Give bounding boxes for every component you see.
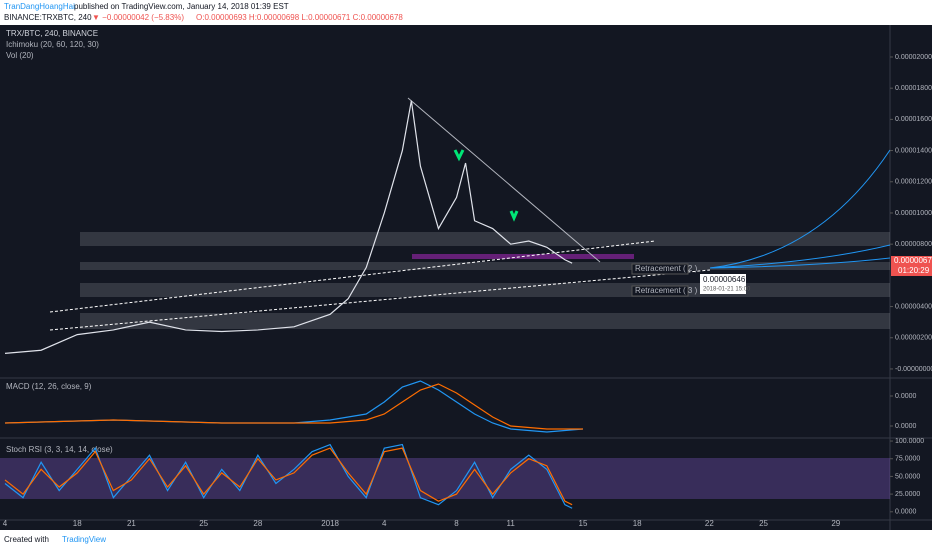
zone [80, 262, 890, 270]
y-tick-label: 0.0000 [895, 423, 917, 430]
pane-legend: TRX/BTC, 240, BINANCE [6, 29, 98, 38]
y-tick-label: 0.00001000 [895, 210, 932, 217]
x-tick-label: 29 [831, 519, 840, 528]
y-tick-label: 0.00000800 [895, 241, 932, 248]
zone [80, 313, 890, 329]
countdown: 01:20:29 [898, 266, 930, 275]
x-tick-label: 8 [454, 519, 459, 528]
published: published on TradingView.com, January 14… [74, 2, 289, 11]
fib-arc [709, 257, 891, 269]
tooltip [700, 274, 746, 294]
footer-created: Created with [4, 535, 49, 544]
x-tick-label: 25 [759, 519, 768, 528]
y-tick-label: 0.00000200 [895, 335, 932, 342]
y-tick-label: 0.00002000 [895, 54, 932, 61]
y-tick-label: 50.0000 [895, 473, 920, 480]
chart-bg [0, 25, 932, 530]
pane-legend: Ichimoku (20, 60, 120, 30) [6, 40, 99, 49]
fib-arc [709, 244, 891, 269]
zone [80, 232, 890, 246]
x-tick-label: 18 [73, 519, 82, 528]
symbol: BINANCE:TRXBTC, 240 [4, 13, 92, 22]
y-tick-label: 0.00000400 [895, 303, 932, 310]
retracement-label: Retracement ( 3 ) [635, 286, 698, 295]
y-tick-label: 0.0000 [895, 509, 917, 516]
ohlc: O:0.00000693 H:0.00000698 L:0.00000671 C… [196, 13, 403, 22]
trendline [407, 97, 601, 263]
last-price-box [891, 256, 932, 276]
x-tick-label: 28 [253, 519, 262, 528]
pane-legend: Vol (20) [6, 51, 34, 60]
y-tick-label: 0.00001800 [895, 85, 932, 92]
footer-brand[interactable]: TradingView [62, 535, 106, 544]
x-tick-label: 25 [199, 519, 208, 528]
trendline [49, 269, 711, 331]
tooltip-price: 0.00000646 [703, 275, 746, 284]
x-tick-label: 18 [633, 519, 642, 528]
y-tick-label: 0.00001400 [895, 147, 932, 154]
x-tick-label: 15 [579, 519, 588, 528]
author[interactable]: TranDangHoangHai [4, 2, 75, 11]
pane-legend: Stoch RSI (3, 3, 14, 14, close) [6, 445, 113, 454]
y-tick-label: 0.00001200 [895, 179, 932, 186]
series-line [4, 100, 573, 354]
y-tick-label: 0.00001600 [895, 116, 932, 123]
label-box [631, 285, 689, 297]
y-tick-label: -0.00000000 [895, 366, 932, 373]
x-tick-label: 11 [507, 519, 516, 528]
x-tick-label: 22 [705, 519, 714, 528]
header-bg [0, 0, 932, 25]
tooltip-date: 2018-01-21 15:00 [703, 287, 751, 293]
last-price: 0.00000678 [894, 256, 932, 265]
arrow [453, 149, 465, 162]
footer-bg [0, 530, 932, 550]
y-tick-label: 100.0000 [895, 438, 924, 445]
x-tick-label: 4 [3, 519, 8, 528]
x-tick-label: 2018 [321, 519, 339, 528]
change: ▼ −0.00000042 (−5.83%) [92, 13, 184, 22]
retracement-label: Retracement ( 2 ) [635, 264, 698, 273]
series-line [4, 447, 573, 506]
y-tick-label: 25.0000 [895, 491, 920, 498]
label-box [631, 263, 689, 275]
pane-legend: MACD (12, 26, close, 9) [6, 382, 92, 391]
arrow [509, 210, 519, 222]
x-tick-label: 21 [127, 519, 136, 528]
y-tick-label: 75.0000 [895, 456, 920, 463]
x-tick-label: 4 [382, 519, 387, 528]
series-line [4, 383, 583, 430]
y-tick-label: 0.0000 [895, 393, 917, 400]
fib-arc [709, 149, 891, 269]
rsi-band [0, 458, 890, 499]
